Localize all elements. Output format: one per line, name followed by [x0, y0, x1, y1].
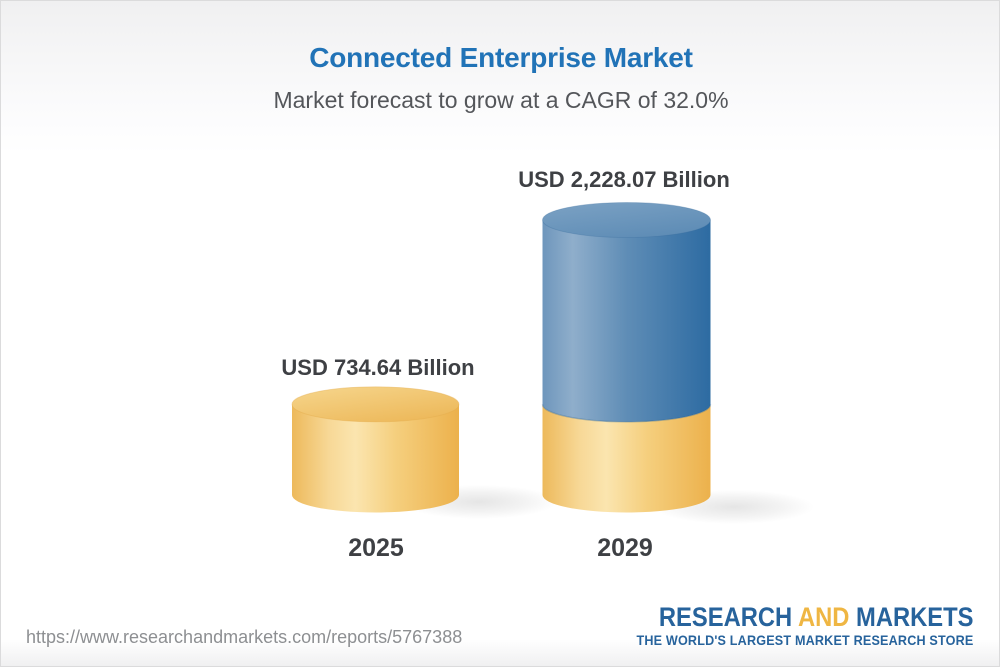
- bar-2025-cylinder: [291, 386, 460, 513]
- value-label-2025: USD 734.64 Billion: [281, 355, 475, 380]
- category-label-2025: 2025: [348, 534, 404, 562]
- research-and-markets-logo: RESEARCH AND MARKETS THE WORLD'S LARGEST…: [599, 604, 974, 648]
- logo-wordmark: RESEARCH AND MARKETS: [644, 604, 974, 631]
- chart-title: Connected Enterprise Market: [309, 42, 693, 73]
- chart-subtitle: Market forecast to grow at a CAGR of 32.…: [273, 87, 729, 113]
- report-url[interactable]: https://www.researchandmarkets.com/repor…: [26, 627, 463, 647]
- logo-tagline: THE WORLD'S LARGEST MARKET RESEARCH STOR…: [636, 632, 974, 648]
- value-label-2029: USD 2,228.07 Billion: [518, 167, 730, 192]
- logo-word-research: RESEARCH: [659, 602, 793, 632]
- category-label-2029: 2029: [597, 534, 653, 562]
- logo-word-and: AND: [798, 602, 850, 632]
- logo-word-markets: MARKETS: [856, 602, 974, 632]
- bar-2029-cylinder: [541, 202, 712, 513]
